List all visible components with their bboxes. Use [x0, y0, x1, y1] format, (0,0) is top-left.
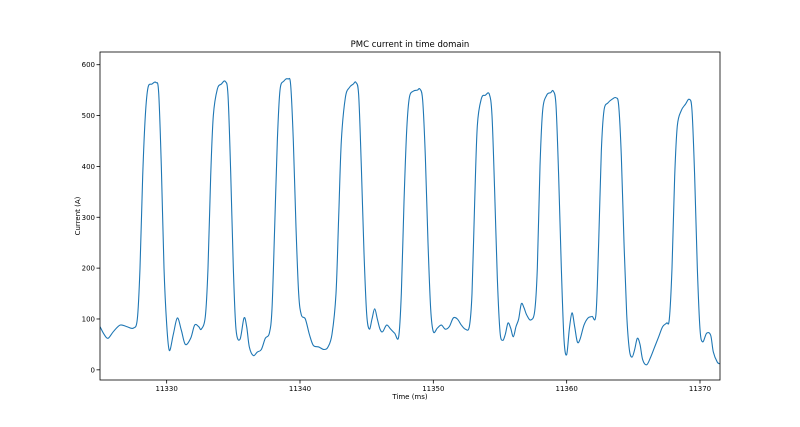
- y-tick-label: 200: [82, 265, 95, 273]
- y-axis-label: Current (A): [74, 196, 82, 235]
- x-tick-label: 11360: [556, 385, 578, 393]
- chart-title: PMC current in time domain: [351, 40, 470, 50]
- x-axis-label: Time (ms): [391, 393, 428, 401]
- y-tick-label: 100: [82, 315, 95, 323]
- x-tick-label: 11350: [422, 385, 444, 393]
- y-tick-label: 400: [82, 163, 95, 171]
- y-tick-label: 500: [82, 112, 95, 120]
- x-axis: 11330 11340 11350 11360 11370: [156, 380, 711, 393]
- x-tick-label: 11330: [156, 385, 178, 393]
- series-line-current: [100, 77, 720, 366]
- y-tick-label: 600: [82, 61, 95, 69]
- y-tick-label: 300: [82, 214, 95, 222]
- y-tick-label: 0: [91, 366, 95, 374]
- plot-frame: [99, 51, 721, 381]
- y-axis: 0 100 200 300 400 500 600: [82, 61, 100, 374]
- plot-area: [100, 77, 720, 366]
- x-tick-label: 11370: [689, 385, 711, 393]
- x-tick-label: 11340: [289, 385, 311, 393]
